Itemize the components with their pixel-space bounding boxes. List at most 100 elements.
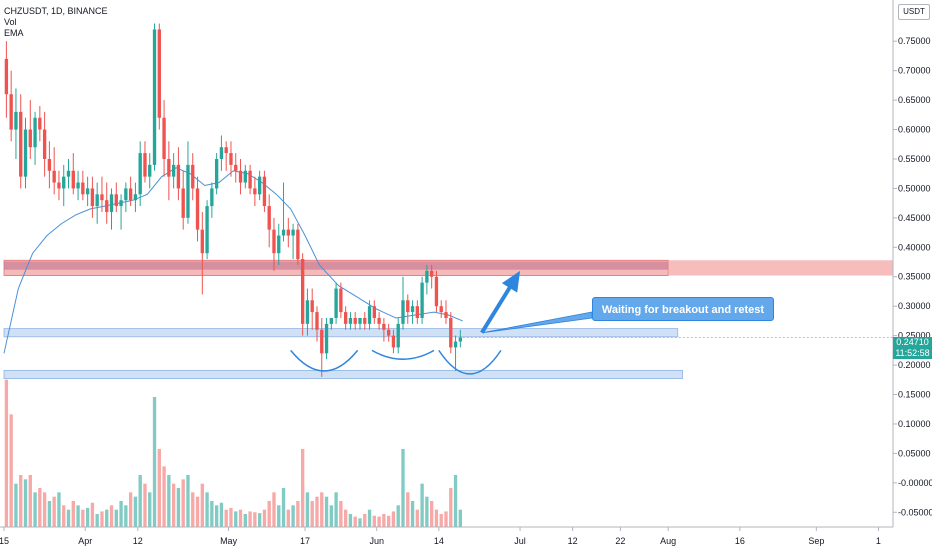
candle-body: [324, 323, 329, 354]
pattern-arc: [290, 349, 359, 372]
zone-resistance-extension: [668, 260, 893, 276]
volume-bar: [262, 509, 267, 527]
volume-bar: [329, 505, 333, 527]
time-tick-label: Jul: [514, 536, 526, 546]
candle-body: [238, 170, 243, 183]
volume-bar: [114, 509, 118, 527]
annotation-callout[interactable]: Waiting for breakout and retest: [592, 297, 774, 321]
ema-indicator-label[interactable]: EMA: [4, 28, 24, 38]
candle-body: [406, 300, 410, 313]
volume-bar: [363, 514, 367, 527]
price-tick-label: 0.25000: [898, 331, 931, 341]
volume-bar: [105, 509, 109, 527]
price-tick-label: 0.05000: [898, 448, 931, 458]
candle-body: [138, 153, 142, 195]
candle-body: [334, 288, 338, 318]
candle-body: [100, 194, 104, 201]
price-tick-label: 0.75000: [898, 36, 931, 46]
candle-body: [224, 147, 228, 154]
last-price-tag: 0.24710 11:52:58: [893, 337, 932, 359]
candle-body: [353, 317, 357, 324]
currency-label[interactable]: USDT: [898, 4, 930, 20]
candle-body: [66, 170, 71, 177]
candle-body: [453, 341, 458, 348]
volume-bar: [358, 518, 362, 527]
volume-bar: [439, 514, 443, 527]
time-tick-label: Sep: [808, 536, 824, 546]
candle-body: [124, 188, 128, 201]
time-tick-label: 15: [0, 536, 9, 546]
time-axis[interactable]: 15 Apr 12 May 17 Jun 14 Jul 12 22 Aug 16 Sep 1: [0, 526, 893, 546]
volume-bar: [377, 516, 381, 527]
candle-body: [320, 329, 324, 354]
price-tick-label: 0.35000: [898, 272, 931, 282]
price-tick-label: 0.50000: [898, 183, 931, 193]
candle-body: [9, 94, 13, 130]
volume-bar: [410, 501, 415, 527]
candle-body: [52, 170, 56, 183]
candle-body: [296, 229, 300, 260]
volume-bar: [28, 475, 32, 527]
volume-bar: [167, 475, 171, 527]
volume-bar: [90, 502, 95, 527]
volume-bars: [4, 379, 463, 527]
candle-body: [38, 117, 42, 130]
candle-body: [305, 300, 310, 324]
candlesticks: [4, 23, 463, 377]
volume-bar: [219, 502, 224, 527]
volume-bar: [14, 483, 18, 527]
candle-body: [195, 188, 200, 230]
candle-body: [47, 158, 52, 171]
price-tick-label: 0.65000: [898, 95, 931, 105]
candle-body: [386, 329, 391, 336]
candle-body: [410, 306, 415, 313]
candle-body: [33, 117, 37, 148]
volume-bar: [429, 501, 434, 527]
candle-body: [329, 317, 333, 324]
price-tick-label: -0.00000: [898, 478, 932, 488]
vol-indicator-label[interactable]: Vol: [4, 17, 17, 27]
volume-bar: [128, 492, 133, 527]
candle-body: [277, 235, 281, 254]
volume-bar: [95, 514, 99, 527]
volume-bar: [47, 501, 52, 527]
candle-body: [291, 229, 295, 236]
candle-body: [23, 129, 28, 177]
volume-bar: [434, 509, 439, 527]
price-tick-label: 0.40000: [898, 242, 931, 252]
candle-body: [186, 164, 190, 218]
volume-bar: [286, 509, 290, 527]
volume-bar: [444, 511, 448, 527]
volume-bar: [310, 501, 314, 527]
candle-body: [143, 153, 147, 177]
candle-body: [257, 176, 262, 195]
volume-bar: [138, 475, 142, 527]
symbol-label[interactable]: CHZUSDT, 1D, BINANCE: [4, 6, 108, 16]
volume-bar: [85, 507, 90, 527]
volume-bar: [291, 505, 295, 527]
price-axis[interactable]: 0.75000 0.70000 0.65000 0.60000 0.55000 0.500…: [892, 0, 932, 527]
volume-bar: [171, 483, 176, 527]
volume-bar: [449, 488, 453, 527]
time-tick-label: 12: [568, 536, 578, 546]
time-tick-label: 16: [735, 536, 745, 546]
candle-body: [28, 129, 32, 148]
candle-body: [234, 164, 238, 171]
price-tick-label: 0.70000: [898, 66, 931, 76]
pattern-arc: [438, 349, 502, 375]
volume-bar: [19, 475, 23, 527]
candle-body: [339, 288, 343, 313]
candle-body: [148, 164, 152, 177]
volume-bar: [386, 515, 391, 527]
time-tick-label: Apr: [78, 536, 92, 546]
candle-body: [372, 306, 376, 318]
candle-body: [176, 164, 181, 189]
candle-body: [191, 164, 195, 189]
candle-body: [171, 164, 176, 177]
price-tick-label: 0.55000: [898, 154, 931, 164]
volume-bar: [458, 509, 463, 527]
candle-body: [205, 206, 209, 254]
volume-bar: [391, 511, 396, 527]
volume-bar: [248, 511, 252, 527]
